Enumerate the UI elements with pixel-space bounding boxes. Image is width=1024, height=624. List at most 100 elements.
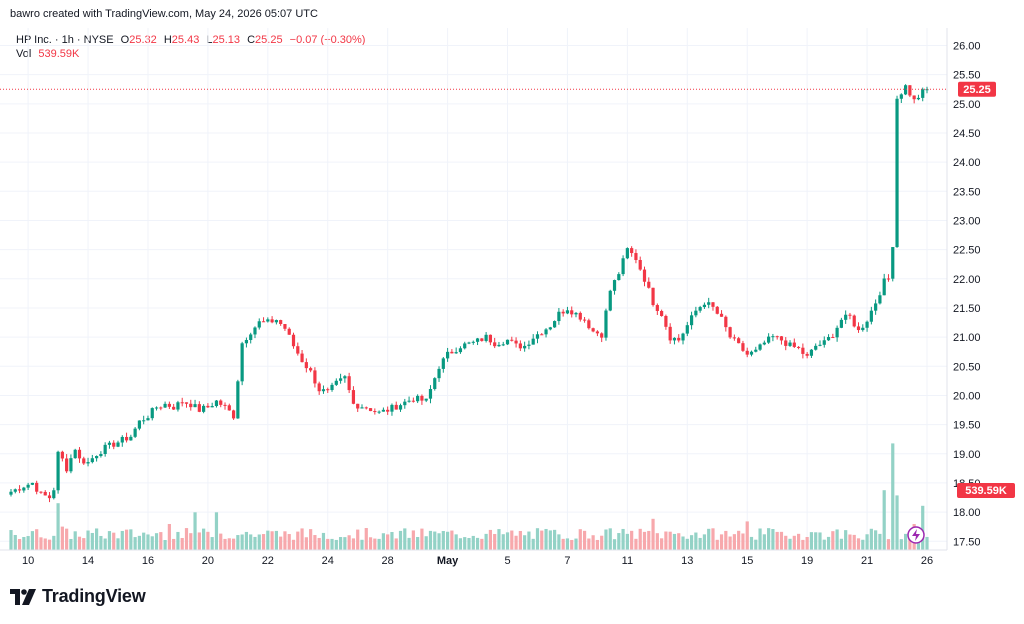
volume-bar <box>150 536 154 550</box>
volume-bar <box>394 538 398 550</box>
candle-body <box>184 402 189 404</box>
candle-body <box>574 312 578 315</box>
candle-body <box>458 348 463 353</box>
volume-bar <box>291 539 296 550</box>
candle-body <box>891 247 895 279</box>
candle-body <box>210 406 214 408</box>
candle-body <box>167 403 171 407</box>
low-value: 25.13 <box>212 34 241 46</box>
volume-bar <box>463 537 467 550</box>
volume-bar <box>300 528 304 550</box>
volume-bar <box>77 536 82 550</box>
volume-bar <box>343 537 347 550</box>
high-value: 25.43 <box>171 34 200 46</box>
price-tick-label: 23.50 <box>953 186 981 198</box>
candle-body <box>334 380 338 385</box>
candle-body <box>403 401 407 406</box>
candle-body <box>17 489 22 491</box>
candle-body <box>69 458 73 472</box>
volume-bar <box>741 533 745 550</box>
volume-bar <box>26 536 30 550</box>
volume-bar <box>137 535 142 550</box>
candle-body <box>685 325 689 334</box>
candle-body <box>775 336 779 338</box>
candle-body <box>257 321 261 328</box>
candle-body <box>454 352 458 354</box>
volume-bar <box>180 537 184 550</box>
volume-bar <box>809 532 814 550</box>
candle-body <box>124 436 129 441</box>
candle-body <box>82 458 86 464</box>
volume-bar <box>548 530 552 550</box>
candle-body <box>844 314 848 320</box>
volume-bar <box>638 528 642 550</box>
volume-bar <box>762 534 766 550</box>
volume-bar <box>398 530 403 550</box>
volume-bar <box>779 531 784 550</box>
candle-body <box>90 458 94 463</box>
open-value: 25.32 <box>129 34 157 46</box>
volume-bar <box>69 538 73 550</box>
candle-body <box>535 334 540 339</box>
candle-body <box>202 405 206 412</box>
candle-body <box>835 327 839 338</box>
volume-bar <box>535 528 540 550</box>
candle-body <box>801 347 805 354</box>
time-tick-label: 7 <box>564 555 570 567</box>
candle-body <box>244 339 249 344</box>
candle-body <box>159 407 163 409</box>
volume-bar <box>193 512 197 550</box>
candle-body <box>146 418 150 421</box>
candle-body <box>758 344 762 350</box>
volume-bar <box>869 528 873 550</box>
volume-bar <box>591 535 595 550</box>
candle-body <box>668 326 672 341</box>
time-axis[interactable]: 10 14 16 20 22 24 28 May 5 7 11 13 15 19 21 26 <box>22 555 933 567</box>
volume-bar <box>737 530 741 550</box>
volume-bar <box>471 535 475 550</box>
volume-bar <box>698 537 702 550</box>
candle-body <box>176 402 180 410</box>
volume-bar <box>244 531 249 550</box>
price-axis[interactable]: 17.5018.0018.5019.0019.5020.0020.5021.00… <box>953 40 981 548</box>
lightning-icon[interactable] <box>907 526 925 544</box>
candle-body <box>43 491 47 496</box>
time-tick-label: 24 <box>322 555 334 567</box>
price-tick-label: 21.00 <box>953 332 981 344</box>
candle-body <box>172 406 176 410</box>
volume-bar <box>891 443 895 550</box>
volume-bar <box>565 538 570 550</box>
volume-bar <box>364 528 368 550</box>
volume-bar <box>792 535 796 550</box>
candle-body <box>433 378 437 389</box>
candle-body <box>634 253 638 261</box>
volume-bar <box>454 534 458 550</box>
candle-body <box>762 342 766 345</box>
volume-bar <box>47 539 52 550</box>
volume-bar <box>172 538 176 550</box>
candle-body <box>450 351 454 354</box>
price-chart[interactable]: 17.5018.0018.5019.0019.5020.0020.5021.00… <box>0 28 1024 580</box>
candle-body <box>26 484 30 488</box>
volume-bar <box>146 534 150 550</box>
price-tick-label: 25.00 <box>953 99 981 111</box>
candle-body <box>805 353 809 356</box>
candle-body <box>878 295 882 304</box>
price-tick-label: 26.00 <box>953 40 981 52</box>
candle-body <box>814 345 818 350</box>
candle-body <box>300 353 304 363</box>
candle-body <box>274 320 278 323</box>
candle-body <box>411 400 415 402</box>
candle-body <box>377 411 381 413</box>
volume-bar <box>711 528 715 550</box>
candle-body <box>818 344 822 346</box>
volume-bar <box>874 530 878 550</box>
volume-bar <box>326 538 330 550</box>
time-tick-label: 5 <box>504 555 510 567</box>
volume-bar <box>719 534 724 550</box>
candle-body <box>103 444 107 454</box>
volume-bar <box>30 531 35 550</box>
candle-body <box>732 337 736 339</box>
open-label: O <box>120 34 130 46</box>
candle-body <box>150 408 154 419</box>
